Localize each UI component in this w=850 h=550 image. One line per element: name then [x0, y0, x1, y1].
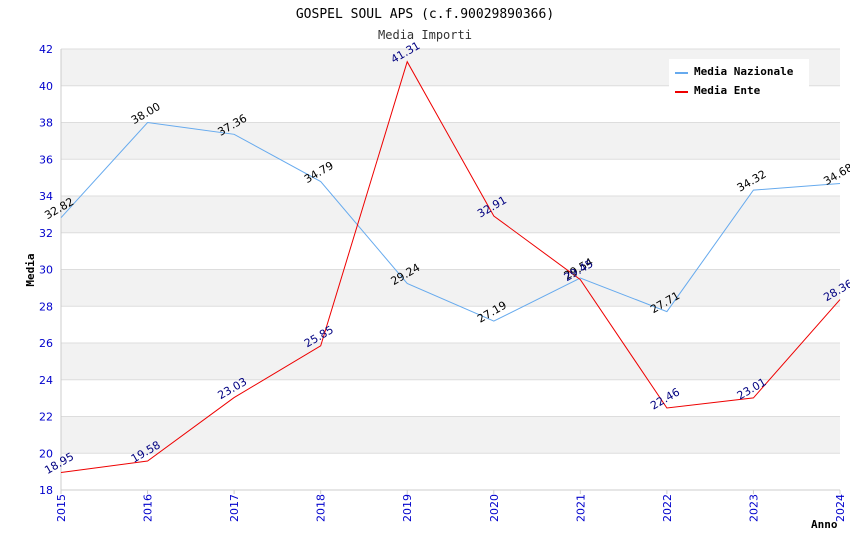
grid-band [61, 122, 840, 160]
chart-title: GOSPEL SOUL APS (c.f.90029890366) [296, 7, 554, 22]
x-tick-label: 2015 [55, 494, 68, 522]
y-tick-label: 32 [39, 227, 53, 240]
x-tick-label: 2016 [142, 494, 155, 522]
y-tick-label: 22 [39, 411, 53, 424]
y-tick-label: 28 [39, 300, 53, 313]
grid-band [61, 416, 840, 454]
x-tick-label: 2023 [747, 494, 760, 522]
y-tick-label: 42 [39, 43, 53, 56]
series-lines [60, 60, 841, 473]
y-tick-labels: 18 20 22 24 26 28 30 32 34 36 38 40 42 [39, 43, 53, 497]
grid-lines [61, 48, 840, 491]
axes [60, 49, 841, 494]
x-tick-label: 2022 [661, 494, 674, 522]
grid-band [61, 343, 840, 380]
x-axis-label: Anno [811, 518, 838, 531]
legend-box [669, 59, 809, 99]
x-tick-label: 2017 [228, 494, 241, 522]
y-axis-label: Media [24, 253, 37, 286]
x-tick-label: 2018 [315, 494, 328, 522]
x-tick-labels: 2015 2016 2017 2018 2019 2020 2021 2022 2023 2024 [55, 494, 847, 522]
grid-band [61, 269, 840, 307]
data-label: 34.79 [302, 159, 336, 186]
series-line-media-ente [60, 60, 841, 473]
y-tick-label: 18 [39, 484, 53, 497]
legend-label-media-ente: Media Ente [694, 84, 761, 97]
series-line-media-nazionale [60, 121, 841, 322]
y-tick-label: 36 [39, 153, 53, 166]
legend-label-media-nazionale: Media Nazionale [694, 65, 794, 78]
y-tick-label: 26 [39, 337, 53, 350]
y-tick-label: 34 [39, 190, 53, 203]
y-tick-label: 40 [39, 80, 53, 93]
data-label: 22.46 [648, 386, 682, 413]
grid-bands [61, 49, 840, 454]
x-tick-label: 2020 [488, 494, 501, 522]
y-tick-label: 24 [39, 374, 53, 387]
x-tick-label: 2024 [834, 494, 847, 522]
y-tick-label: 38 [39, 117, 53, 130]
x-tick-label: 2021 [574, 494, 587, 522]
legend: Media Nazionale Media Ente [669, 59, 809, 99]
y-tick-label: 20 [39, 447, 53, 460]
data-label: 34.32 [735, 168, 769, 195]
x-tick-label: 2019 [401, 494, 414, 522]
chart-subtitle: Media Importi [378, 28, 472, 42]
grid-band [61, 196, 840, 233]
y-tick-label: 30 [39, 264, 53, 277]
